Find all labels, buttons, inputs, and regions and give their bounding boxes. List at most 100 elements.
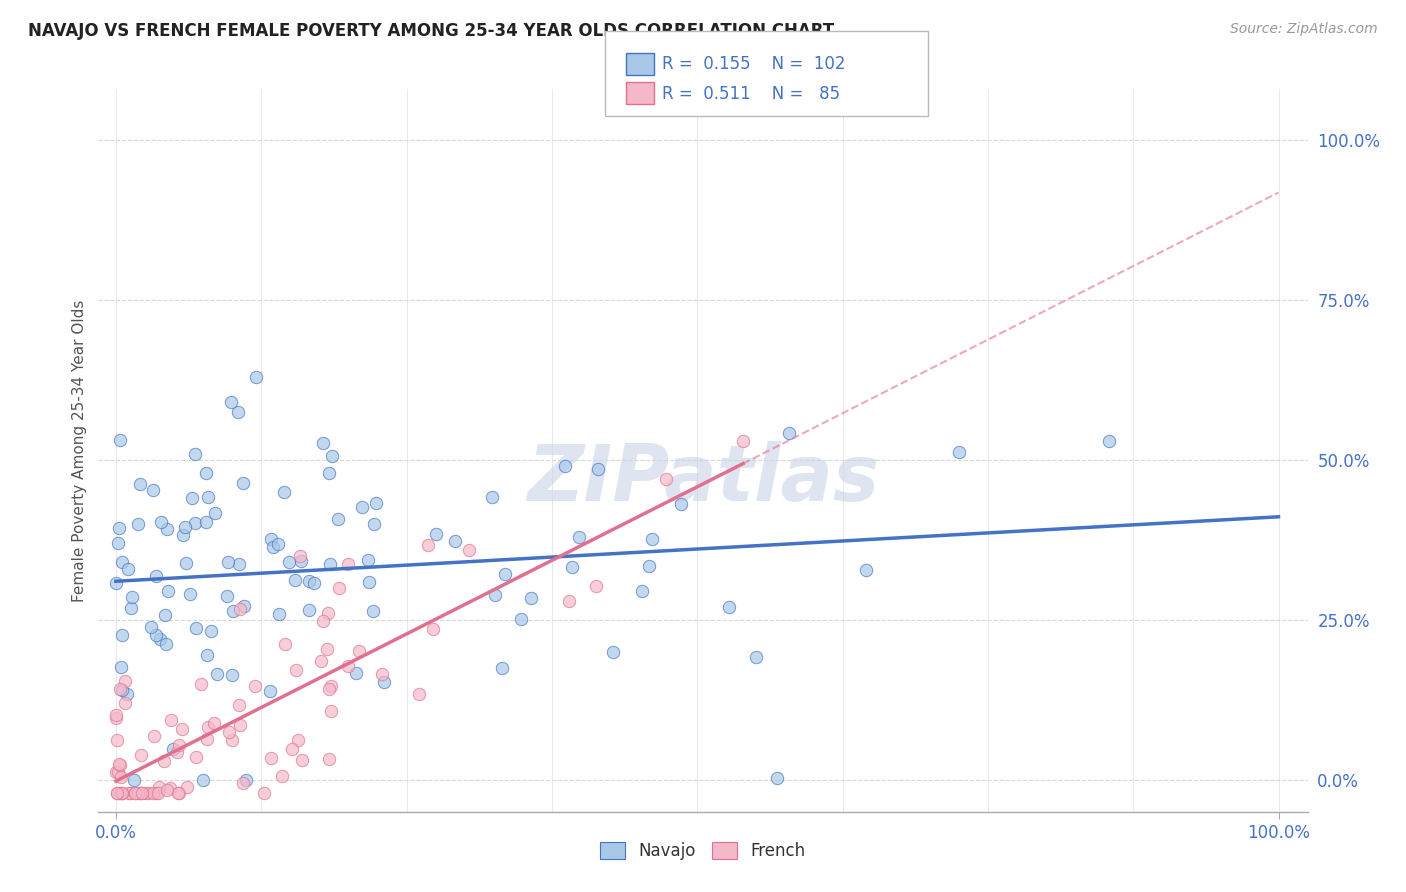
Point bbox=[232, 475, 254, 490]
Point bbox=[156, 522, 179, 536]
Point bbox=[273, 636, 295, 650]
Point bbox=[304, 576, 326, 591]
Point bbox=[122, 772, 145, 787]
Point bbox=[142, 785, 165, 799]
Point bbox=[222, 604, 245, 618]
Point bbox=[765, 771, 787, 785]
Point bbox=[228, 698, 250, 712]
Point bbox=[458, 542, 481, 557]
Point bbox=[260, 532, 283, 546]
Point bbox=[373, 675, 395, 690]
Point bbox=[602, 645, 624, 659]
Point bbox=[170, 722, 193, 736]
Point bbox=[111, 785, 134, 799]
Point bbox=[558, 594, 581, 608]
Point bbox=[319, 558, 342, 572]
Point bbox=[229, 602, 252, 616]
Point bbox=[218, 725, 240, 739]
Point bbox=[118, 785, 141, 799]
Point bbox=[195, 731, 218, 746]
Point bbox=[108, 521, 131, 535]
Point bbox=[718, 600, 741, 615]
Point bbox=[215, 590, 238, 604]
Point bbox=[152, 754, 174, 768]
Point bbox=[131, 785, 153, 799]
Point bbox=[318, 466, 340, 480]
Point bbox=[176, 780, 198, 794]
Point bbox=[422, 623, 444, 637]
Point bbox=[319, 704, 342, 718]
Point bbox=[510, 611, 533, 625]
Point bbox=[111, 555, 134, 569]
Point bbox=[630, 583, 652, 598]
Point bbox=[235, 772, 257, 787]
Point bbox=[270, 769, 292, 783]
Legend: Navajo, French: Navajo, French bbox=[592, 834, 814, 869]
Point bbox=[200, 624, 222, 638]
Point bbox=[418, 538, 440, 552]
Point bbox=[262, 541, 284, 555]
Point bbox=[174, 520, 197, 534]
Point bbox=[127, 785, 149, 799]
Point bbox=[221, 668, 243, 682]
Point bbox=[259, 684, 281, 698]
Point bbox=[117, 687, 139, 701]
Point bbox=[520, 591, 543, 605]
Point bbox=[637, 558, 659, 573]
Point bbox=[148, 780, 170, 794]
Point bbox=[190, 677, 212, 691]
Point bbox=[124, 785, 146, 799]
Point bbox=[129, 785, 152, 799]
Point bbox=[174, 557, 197, 571]
Point bbox=[191, 772, 214, 787]
Point bbox=[120, 785, 142, 799]
Point bbox=[321, 449, 343, 463]
Point bbox=[105, 785, 128, 799]
Point bbox=[298, 603, 321, 617]
Point bbox=[142, 483, 165, 498]
Point bbox=[108, 434, 131, 448]
Point bbox=[253, 785, 276, 799]
Point bbox=[260, 751, 283, 765]
Point bbox=[184, 516, 207, 530]
Point bbox=[948, 444, 970, 458]
Point bbox=[110, 758, 132, 772]
Point bbox=[219, 395, 242, 409]
Point bbox=[745, 650, 768, 665]
Point bbox=[585, 579, 607, 593]
Point bbox=[288, 549, 311, 563]
Point bbox=[197, 720, 219, 734]
Point bbox=[107, 764, 129, 779]
Point bbox=[228, 557, 250, 571]
Point bbox=[312, 615, 335, 629]
Point bbox=[669, 497, 692, 511]
Point bbox=[221, 732, 243, 747]
Point bbox=[127, 516, 149, 531]
Point bbox=[160, 713, 183, 727]
Point bbox=[318, 752, 340, 766]
Point bbox=[328, 582, 350, 596]
Y-axis label: Female Poverty Among 25-34 Year Olds: Female Poverty Among 25-34 Year Olds bbox=[72, 300, 87, 601]
Point bbox=[107, 535, 129, 549]
Point bbox=[361, 603, 384, 617]
Point bbox=[245, 370, 267, 384]
Point bbox=[172, 528, 194, 542]
Point bbox=[481, 490, 503, 504]
Point bbox=[554, 459, 576, 474]
Point bbox=[108, 785, 131, 799]
Point bbox=[167, 785, 190, 799]
Point bbox=[494, 567, 516, 582]
Point bbox=[145, 785, 167, 799]
Point bbox=[290, 553, 312, 567]
Point bbox=[159, 780, 181, 795]
Point bbox=[298, 574, 321, 588]
Point bbox=[155, 782, 177, 797]
Point bbox=[586, 462, 609, 476]
Point bbox=[110, 628, 132, 642]
Point bbox=[1098, 434, 1121, 448]
Point bbox=[561, 560, 583, 574]
Point bbox=[217, 555, 239, 569]
Point bbox=[129, 477, 152, 491]
Point bbox=[654, 472, 676, 486]
Point bbox=[641, 533, 664, 547]
